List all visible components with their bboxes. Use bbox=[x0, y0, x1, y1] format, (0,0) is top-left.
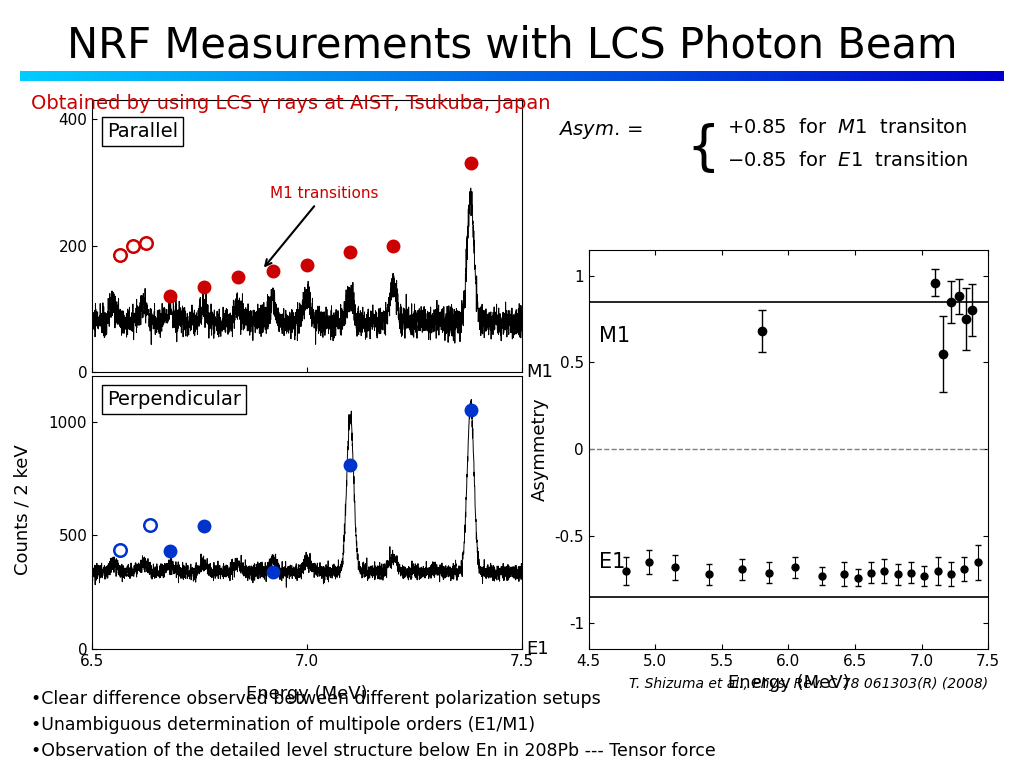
Text: Perpendicular: Perpendicular bbox=[108, 390, 242, 409]
Text: E1: E1 bbox=[526, 640, 549, 657]
Text: Counts / 2 keV: Counts / 2 keV bbox=[13, 444, 32, 574]
Text: $\mathit{Asym.} =$: $\mathit{Asym.} =$ bbox=[558, 119, 643, 141]
Text: {: { bbox=[686, 123, 720, 175]
X-axis label: Energy (MeV): Energy (MeV) bbox=[728, 674, 849, 693]
Text: Parallel: Parallel bbox=[108, 121, 178, 141]
Text: Energy (MeV): Energy (MeV) bbox=[247, 685, 368, 703]
Text: •Observation of the detailed level structure below En in 208Pb --- Tensor force: •Observation of the detailed level struc… bbox=[31, 742, 716, 760]
Text: Obtained by using LCS γ rays at AIST, Tsukuba, Japan: Obtained by using LCS γ rays at AIST, Ts… bbox=[31, 94, 550, 113]
Text: M1: M1 bbox=[526, 363, 553, 381]
Y-axis label: Asymmetry: Asymmetry bbox=[530, 398, 549, 501]
Text: •Unambiguous determination of multipole orders (E1/M1): •Unambiguous determination of multipole … bbox=[31, 716, 535, 733]
Text: $-0.85$  for  $\mathit{E}$1  transition: $-0.85$ for $\mathit{E}$1 transition bbox=[727, 151, 969, 170]
Text: T. Shizuma et al., Phys. Rev. C 78 061303(R) (2008): T. Shizuma et al., Phys. Rev. C 78 06130… bbox=[629, 677, 988, 691]
Text: $+0.85$  for  $\mathit{M}$1  transiton: $+0.85$ for $\mathit{M}$1 transiton bbox=[727, 118, 968, 137]
Text: M1: M1 bbox=[599, 326, 631, 346]
Text: NRF Measurements with LCS Photon Beam: NRF Measurements with LCS Photon Beam bbox=[67, 25, 957, 67]
Text: M1 transitions: M1 transitions bbox=[265, 187, 379, 266]
Text: E1: E1 bbox=[599, 552, 626, 572]
Text: •Clear difference observed between different polarization setups: •Clear difference observed between diffe… bbox=[31, 690, 600, 707]
